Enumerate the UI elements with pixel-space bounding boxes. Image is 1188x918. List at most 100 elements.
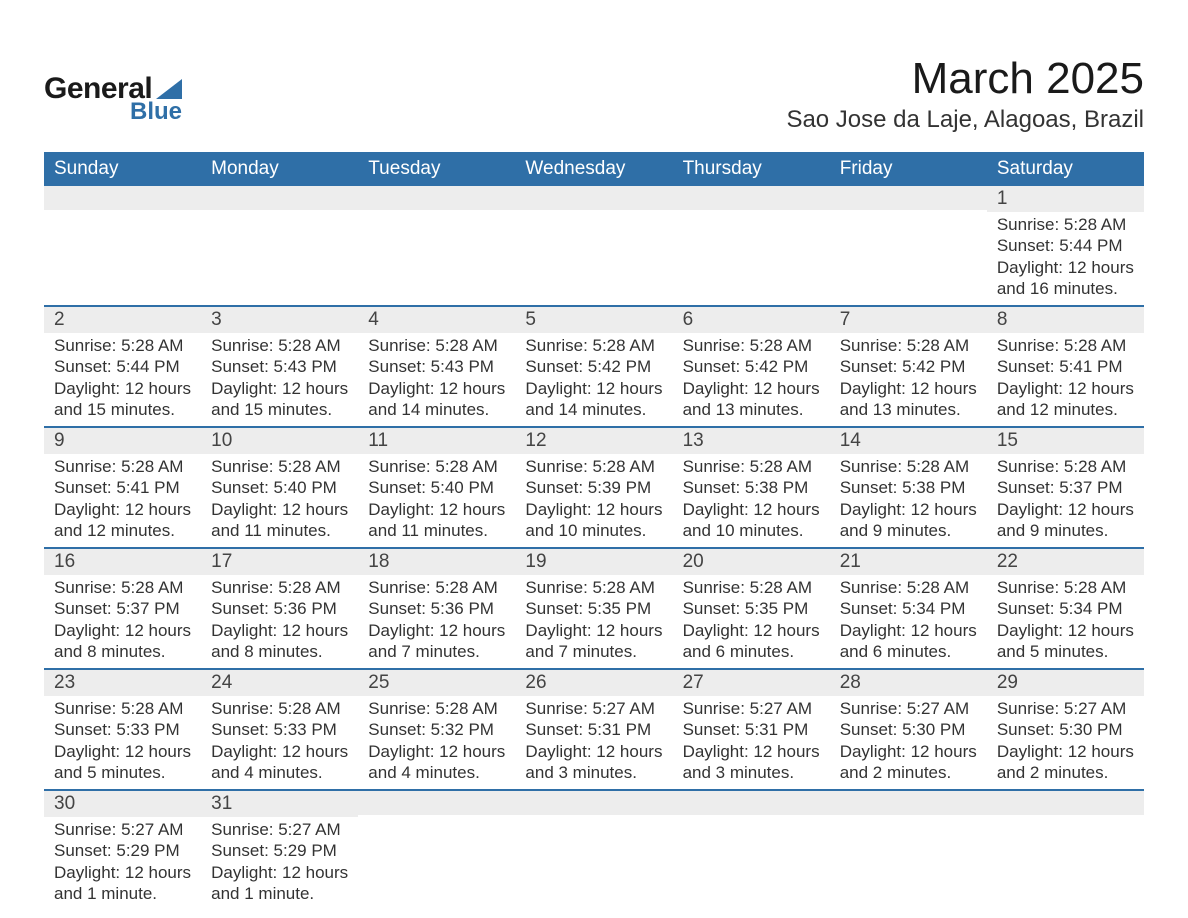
- day-cell-24: 24Sunrise: 5:28 AMSunset: 5:33 PMDayligh…: [201, 669, 358, 790]
- day-cell-17: 17Sunrise: 5:28 AMSunset: 5:36 PMDayligh…: [201, 548, 358, 669]
- sunset-line: Sunset: 5:42 PM: [525, 356, 662, 377]
- empty-day-number: [358, 186, 515, 210]
- day-details: Sunrise: 5:28 AMSunset: 5:42 PMDaylight:…: [830, 333, 987, 426]
- day-details: Sunrise: 5:28 AMSunset: 5:43 PMDaylight:…: [201, 333, 358, 426]
- daylight-line: Daylight: 12 hours and 15 minutes.: [54, 378, 191, 421]
- daylight-line: Daylight: 12 hours and 8 minutes.: [211, 620, 348, 663]
- day-number: 18: [358, 549, 515, 575]
- day-number: 14: [830, 428, 987, 454]
- day-details: Sunrise: 5:28 AMSunset: 5:33 PMDaylight:…: [44, 696, 201, 789]
- day-details: Sunrise: 5:27 AMSunset: 5:31 PMDaylight:…: [673, 696, 830, 789]
- day-details: Sunrise: 5:28 AMSunset: 5:40 PMDaylight:…: [358, 454, 515, 547]
- empty-day-cell: [673, 790, 830, 910]
- day-cell-14: 14Sunrise: 5:28 AMSunset: 5:38 PMDayligh…: [830, 427, 987, 548]
- calendar-week-row: 9Sunrise: 5:28 AMSunset: 5:41 PMDaylight…: [44, 427, 1144, 548]
- empty-day-number: [830, 791, 987, 815]
- daylight-line: Daylight: 12 hours and 7 minutes.: [525, 620, 662, 663]
- sunrise-line: Sunrise: 5:28 AM: [211, 577, 348, 598]
- daylight-line: Daylight: 12 hours and 9 minutes.: [997, 499, 1134, 542]
- daylight-line: Daylight: 12 hours and 4 minutes.: [211, 741, 348, 784]
- daylight-line: Daylight: 12 hours and 6 minutes.: [683, 620, 820, 663]
- empty-day-details: [358, 815, 515, 895]
- day-cell-7: 7Sunrise: 5:28 AMSunset: 5:42 PMDaylight…: [830, 306, 987, 427]
- day-details: Sunrise: 5:28 AMSunset: 5:38 PMDaylight:…: [830, 454, 987, 547]
- empty-day-cell: [358, 186, 515, 306]
- sunrise-line: Sunrise: 5:28 AM: [368, 577, 505, 598]
- weekday-header-saturday: Saturday: [987, 152, 1144, 186]
- calendar-week-row: 1Sunrise: 5:28 AMSunset: 5:44 PMDaylight…: [44, 186, 1144, 306]
- sunrise-line: Sunrise: 5:28 AM: [211, 335, 348, 356]
- day-number: 27: [673, 670, 830, 696]
- sunrise-line: Sunrise: 5:28 AM: [211, 456, 348, 477]
- day-details: Sunrise: 5:28 AMSunset: 5:44 PMDaylight:…: [44, 333, 201, 426]
- day-details: Sunrise: 5:28 AMSunset: 5:37 PMDaylight:…: [987, 454, 1144, 547]
- day-cell-31: 31Sunrise: 5:27 AMSunset: 5:29 PMDayligh…: [201, 790, 358, 910]
- weekday-header-monday: Monday: [201, 152, 358, 186]
- weekday-header-tuesday: Tuesday: [358, 152, 515, 186]
- day-number: 25: [358, 670, 515, 696]
- day-details: Sunrise: 5:28 AMSunset: 5:37 PMDaylight:…: [44, 575, 201, 668]
- day-number: 30: [44, 791, 201, 817]
- day-cell-19: 19Sunrise: 5:28 AMSunset: 5:35 PMDayligh…: [515, 548, 672, 669]
- day-details: Sunrise: 5:28 AMSunset: 5:41 PMDaylight:…: [44, 454, 201, 547]
- day-number: 17: [201, 549, 358, 575]
- sunrise-line: Sunrise: 5:28 AM: [683, 456, 820, 477]
- day-details: Sunrise: 5:27 AMSunset: 5:30 PMDaylight:…: [987, 696, 1144, 789]
- daylight-line: Daylight: 12 hours and 3 minutes.: [683, 741, 820, 784]
- sunset-line: Sunset: 5:38 PM: [683, 477, 820, 498]
- daylight-line: Daylight: 12 hours and 13 minutes.: [683, 378, 820, 421]
- day-number: 1: [987, 186, 1144, 212]
- empty-day-number: [673, 186, 830, 210]
- sunrise-line: Sunrise: 5:27 AM: [997, 698, 1134, 719]
- sunrise-line: Sunrise: 5:27 AM: [840, 698, 977, 719]
- weekday-header-wednesday: Wednesday: [515, 152, 672, 186]
- daylight-line: Daylight: 12 hours and 10 minutes.: [525, 499, 662, 542]
- day-details: Sunrise: 5:28 AMSunset: 5:40 PMDaylight:…: [201, 454, 358, 547]
- sunset-line: Sunset: 5:38 PM: [840, 477, 977, 498]
- day-cell-11: 11Sunrise: 5:28 AMSunset: 5:40 PMDayligh…: [358, 427, 515, 548]
- sunset-line: Sunset: 5:41 PM: [997, 356, 1134, 377]
- brand-logo: General Blue: [44, 72, 182, 126]
- sunrise-line: Sunrise: 5:27 AM: [211, 819, 348, 840]
- day-cell-29: 29Sunrise: 5:27 AMSunset: 5:30 PMDayligh…: [987, 669, 1144, 790]
- empty-day-number: [830, 186, 987, 210]
- sunset-line: Sunset: 5:29 PM: [211, 840, 348, 861]
- daylight-line: Daylight: 12 hours and 14 minutes.: [368, 378, 505, 421]
- day-cell-1: 1Sunrise: 5:28 AMSunset: 5:44 PMDaylight…: [987, 186, 1144, 306]
- logo-triangle-icon: [156, 79, 182, 99]
- empty-day-cell: [830, 790, 987, 910]
- day-number: 31: [201, 791, 358, 817]
- sunrise-line: Sunrise: 5:28 AM: [683, 335, 820, 356]
- sunrise-line: Sunrise: 5:28 AM: [683, 577, 820, 598]
- day-number: 15: [987, 428, 1144, 454]
- sunset-line: Sunset: 5:30 PM: [997, 719, 1134, 740]
- day-cell-20: 20Sunrise: 5:28 AMSunset: 5:35 PMDayligh…: [673, 548, 830, 669]
- empty-day-number: [44, 186, 201, 210]
- sunset-line: Sunset: 5:30 PM: [840, 719, 977, 740]
- logo-word-blue: Blue: [130, 98, 182, 126]
- day-cell-3: 3Sunrise: 5:28 AMSunset: 5:43 PMDaylight…: [201, 306, 358, 427]
- empty-day-details: [515, 815, 672, 895]
- daylight-line: Daylight: 12 hours and 12 minutes.: [54, 499, 191, 542]
- empty-day-cell: [987, 790, 1144, 910]
- daylight-line: Daylight: 12 hours and 8 minutes.: [54, 620, 191, 663]
- daylight-line: Daylight: 12 hours and 1 minute.: [54, 862, 191, 905]
- day-details: Sunrise: 5:28 AMSunset: 5:34 PMDaylight:…: [987, 575, 1144, 668]
- day-number: 23: [44, 670, 201, 696]
- empty-day-cell: [515, 186, 672, 306]
- empty-day-cell: [673, 186, 830, 306]
- day-number: 12: [515, 428, 672, 454]
- sunset-line: Sunset: 5:42 PM: [840, 356, 977, 377]
- sunset-line: Sunset: 5:44 PM: [997, 235, 1134, 256]
- sunset-line: Sunset: 5:40 PM: [368, 477, 505, 498]
- sunrise-line: Sunrise: 5:28 AM: [840, 577, 977, 598]
- day-details: Sunrise: 5:28 AMSunset: 5:39 PMDaylight:…: [515, 454, 672, 547]
- daylight-line: Daylight: 12 hours and 4 minutes.: [368, 741, 505, 784]
- day-cell-9: 9Sunrise: 5:28 AMSunset: 5:41 PMDaylight…: [44, 427, 201, 548]
- day-details: Sunrise: 5:28 AMSunset: 5:36 PMDaylight:…: [201, 575, 358, 668]
- weekday-header-thursday: Thursday: [673, 152, 830, 186]
- sunset-line: Sunset: 5:33 PM: [211, 719, 348, 740]
- daylight-line: Daylight: 12 hours and 5 minutes.: [997, 620, 1134, 663]
- sunrise-line: Sunrise: 5:28 AM: [54, 577, 191, 598]
- sunset-line: Sunset: 5:35 PM: [525, 598, 662, 619]
